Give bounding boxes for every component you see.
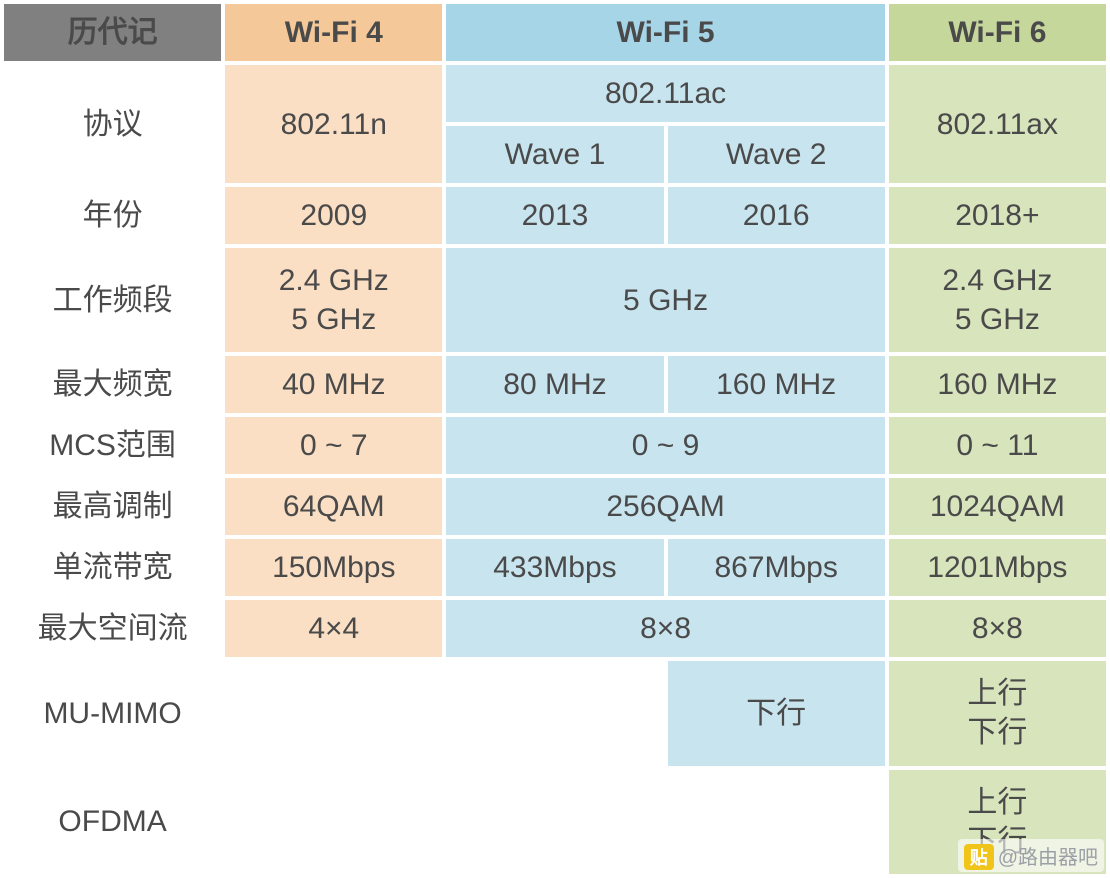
- cell-protocol-wave2: Wave 2: [668, 126, 885, 183]
- cell-mumimo-wifi5b: 下行: [668, 661, 885, 765]
- cell-band-wifi4-l2: 5 GHz: [291, 303, 376, 336]
- row-band: 工作频段 2.4 GHz 5 GHz 5 GHz 2.4 GHz 5 GHz: [4, 248, 1106, 352]
- cell-mumimo-wifi6: 上行 下行: [889, 661, 1106, 765]
- row-ofdma: OFDMA 上行 下行: [4, 770, 1106, 874]
- label-protocol: 协议: [4, 65, 221, 183]
- label-mcs: MCS范围: [4, 417, 221, 474]
- cell-year-wifi4: 2009: [225, 187, 442, 244]
- watermark-badge-icon: 贴: [964, 844, 994, 870]
- header-wifi4: Wi-Fi 4: [225, 4, 442, 61]
- row-stream: 单流带宽 150Mbps 433Mbps 867Mbps 1201Mbps: [4, 539, 1106, 596]
- cell-band-wifi4-l1: 2.4 GHz: [279, 264, 389, 297]
- cell-ofdma-wifi4-blank: [225, 770, 442, 874]
- row-protocol-top: 协议 802.11n 802.11ac 802.11ax: [4, 65, 1106, 122]
- cell-year-wifi5b: 2016: [668, 187, 885, 244]
- cell-spatial-wifi6: 8×8: [889, 600, 1106, 657]
- cell-stream-wifi4: 150Mbps: [225, 539, 442, 596]
- row-mod: 最高调制 64QAM 256QAM 1024QAM: [4, 478, 1106, 535]
- header-label: 历代记: [4, 4, 221, 61]
- row-mcs: MCS范围 0 ~ 7 0 ~ 9 0 ~ 11: [4, 417, 1106, 474]
- row-maxbw: 最大频宽 40 MHz 80 MHz 160 MHz 160 MHz: [4, 356, 1106, 413]
- wifi-comparison-table: 历代记 Wi-Fi 4 Wi-Fi 5 Wi-Fi 6 协议 802.11n 8…: [0, 0, 1110, 878]
- header-wifi6: Wi-Fi 6: [889, 4, 1106, 61]
- cell-protocol-wifi4: 802.11n: [225, 65, 442, 183]
- cell-protocol-wifi6: 802.11ax: [889, 65, 1106, 183]
- watermark: 贴@路由器吧: [958, 839, 1104, 872]
- cell-band-wifi6: 2.4 GHz 5 GHz: [889, 248, 1106, 352]
- row-mumimo: MU-MIMO 下行 上行 下行: [4, 661, 1106, 765]
- cell-mod-wifi6: 1024QAM: [889, 478, 1106, 535]
- cell-band-wifi5: 5 GHz: [446, 248, 884, 352]
- cell-spatial-wifi4: 4×4: [225, 600, 442, 657]
- row-year: 年份 2009 2013 2016 2018+: [4, 187, 1106, 244]
- cell-ofdma-wifi5-blank: [446, 770, 884, 874]
- cell-stream-wifi5b: 867Mbps: [668, 539, 885, 596]
- cell-mod-wifi5: 256QAM: [446, 478, 884, 535]
- cell-ofdma-wifi6-l1: 上行: [967, 786, 1027, 819]
- header-wifi5: Wi-Fi 5: [446, 4, 884, 61]
- cell-mcs-wifi6: 0 ~ 11: [889, 417, 1106, 474]
- watermark-text: @路由器吧: [998, 847, 1098, 869]
- cell-spatial-wifi5: 8×8: [446, 600, 884, 657]
- cell-stream-wifi6: 1201Mbps: [889, 539, 1106, 596]
- label-year: 年份: [4, 187, 221, 244]
- label-spatial: 最大空间流: [4, 600, 221, 657]
- cell-maxbw-wifi5b: 160 MHz: [668, 356, 885, 413]
- cell-maxbw-wifi5a: 80 MHz: [446, 356, 663, 413]
- cell-mumimo-wifi6-l2: 下行: [967, 716, 1027, 749]
- label-mumimo: MU-MIMO: [4, 661, 221, 765]
- cell-band-wifi6-l2: 5 GHz: [955, 303, 1040, 336]
- cell-maxbw-wifi6: 160 MHz: [889, 356, 1106, 413]
- cell-mod-wifi4: 64QAM: [225, 478, 442, 535]
- cell-mcs-wifi4: 0 ~ 7: [225, 417, 442, 474]
- cell-band-wifi6-l1: 2.4 GHz: [942, 264, 1052, 297]
- label-maxbw: 最大频宽: [4, 356, 221, 413]
- cell-mumimo-wifi6-l1: 上行: [967, 677, 1027, 710]
- header-row: 历代记 Wi-Fi 4 Wi-Fi 5 Wi-Fi 6: [4, 4, 1106, 61]
- label-band: 工作频段: [4, 248, 221, 352]
- cell-mumimo-wifi4-blank: [225, 661, 442, 765]
- cell-year-wifi5a: 2013: [446, 187, 663, 244]
- label-ofdma: OFDMA: [4, 770, 221, 874]
- cell-maxbw-wifi4: 40 MHz: [225, 356, 442, 413]
- label-stream: 单流带宽: [4, 539, 221, 596]
- label-mod: 最高调制: [4, 478, 221, 535]
- cell-year-wifi6: 2018+: [889, 187, 1106, 244]
- cell-band-wifi4: 2.4 GHz 5 GHz: [225, 248, 442, 352]
- row-spatial: 最大空间流 4×4 8×8 8×8: [4, 600, 1106, 657]
- cell-stream-wifi5a: 433Mbps: [446, 539, 663, 596]
- cell-protocol-wave1: Wave 1: [446, 126, 663, 183]
- cell-protocol-wifi5-top: 802.11ac: [446, 65, 884, 122]
- cell-mumimo-wifi5a-blank: [446, 661, 663, 765]
- cell-mcs-wifi5: 0 ~ 9: [446, 417, 884, 474]
